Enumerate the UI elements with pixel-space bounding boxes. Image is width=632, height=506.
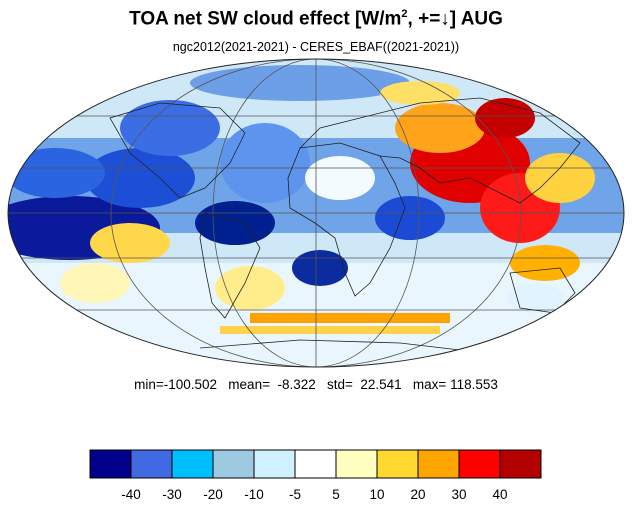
colorbar [89,449,542,479]
field-patch [525,153,595,203]
field-patch [292,250,348,286]
colorbar-box [130,449,173,479]
colorbar-label: -5 [288,487,301,502]
chart-subtitle: ngc2012(2021-2021) - CERES_EBAF((2021-20… [172,40,460,54]
world-map [7,58,625,368]
field-patch [220,123,310,203]
field-patch [395,103,485,153]
meridian-curve [212,59,420,367]
statistics-line: min=-100.502 mean= -8.322 std= 22.541 ma… [134,377,498,392]
title-main: TOA net SW cloud effect [W/m [129,8,402,30]
field-patch [8,148,105,198]
colorbar-box [417,449,460,479]
coastlines [109,97,581,351]
field-patch [190,65,410,101]
title-rest: , +=↓] AUG [407,8,503,30]
title-superscript: 2 [401,8,408,20]
field-patch [250,313,450,323]
colorbar-label: -40 [121,487,141,502]
colorbar-box [253,449,296,479]
field-patch [507,283,563,313]
field-patch [220,326,440,334]
field-patch [90,223,170,263]
coastline-north-america [109,102,246,199]
field-patch [375,196,445,240]
field-patch [120,100,220,156]
field-patch [380,81,460,105]
colorbar-label: -30 [162,487,182,502]
colorbar-label: 40 [492,487,508,502]
colorbar-label: -10 [244,487,264,502]
colorbar-box [499,449,542,479]
field-patch [195,201,275,245]
colorbar-box [171,449,214,479]
colorbar-box [376,449,419,479]
colorbar-label: -20 [203,487,223,502]
coastline-europe-asia [299,97,581,204]
chart-title: TOA net SW cloud effect [W/m2, +=↓] AUG [0,8,632,30]
colorbar-box [212,449,255,479]
meridian-curve [110,59,522,367]
field-patch [305,156,375,200]
colorbar-label: 10 [369,487,385,502]
colorbar-box [89,449,132,479]
colorbar-box [294,449,337,479]
field-patch [60,263,130,303]
coastline-australia [509,267,576,314]
colorbar-label: 5 [332,487,340,502]
coastline-africa [287,142,406,297]
field-patch [215,266,285,310]
coastline-antarctica [199,339,461,351]
colorbar-label: 30 [451,487,467,502]
graticule [8,59,624,367]
globe-outline [7,58,625,368]
coastline-south-america [199,212,261,319]
colorbar-box [458,449,501,479]
field-patch [510,245,580,281]
colorbar-label: 20 [410,487,426,502]
colorbar-box [335,449,378,479]
